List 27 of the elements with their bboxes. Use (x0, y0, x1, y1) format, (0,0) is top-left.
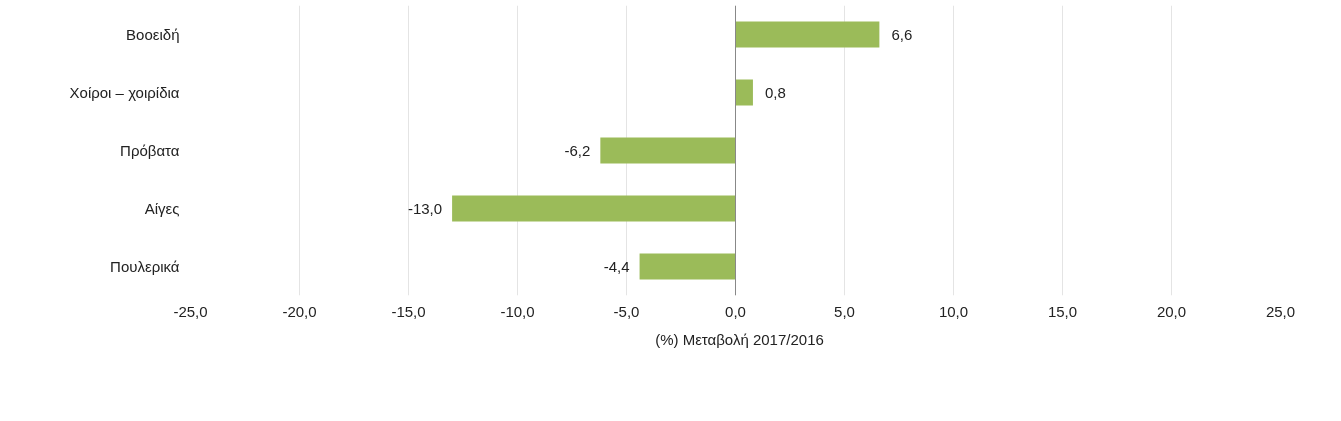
bar (735, 21, 880, 48)
bar (452, 195, 736, 222)
y-tick-label: Χοίροι – χοιρίδια (69, 84, 180, 101)
y-tick-label: Αίγες (144, 200, 180, 217)
x-tick-label: -5,0 (613, 302, 640, 320)
x-tick-label: -15,0 (391, 302, 426, 320)
x-tick-label: 25,0 (1265, 302, 1296, 320)
x-tick-label: -10,0 (500, 302, 535, 320)
x-tick-label: 0,0 (725, 302, 746, 320)
data-label: -13,0 (407, 199, 443, 217)
data-label: 6,6 (891, 25, 913, 43)
bar (735, 79, 753, 106)
data-label: 0,8 (764, 83, 786, 101)
y-tick-label: Πρόβατα (120, 142, 180, 159)
bar (639, 253, 736, 280)
y-tick-label: Πουλερικά (110, 258, 180, 275)
data-label: -6,2 (564, 141, 591, 159)
x-tick-label: 15,0 (1047, 302, 1078, 320)
x-tick-label: -20,0 (282, 302, 317, 320)
y-tick-label: Βοοειδή (126, 26, 180, 43)
x-tick-label: 5,0 (834, 302, 855, 320)
bar (600, 137, 736, 164)
data-label: -4,4 (603, 257, 630, 275)
x-tick-label: 20,0 (1156, 302, 1187, 320)
x-tick-label: -25,0 (173, 302, 208, 320)
x-tick-label: 10,0 (938, 302, 969, 320)
text: (%) Μεταβολή 2017/2016 (655, 330, 824, 348)
